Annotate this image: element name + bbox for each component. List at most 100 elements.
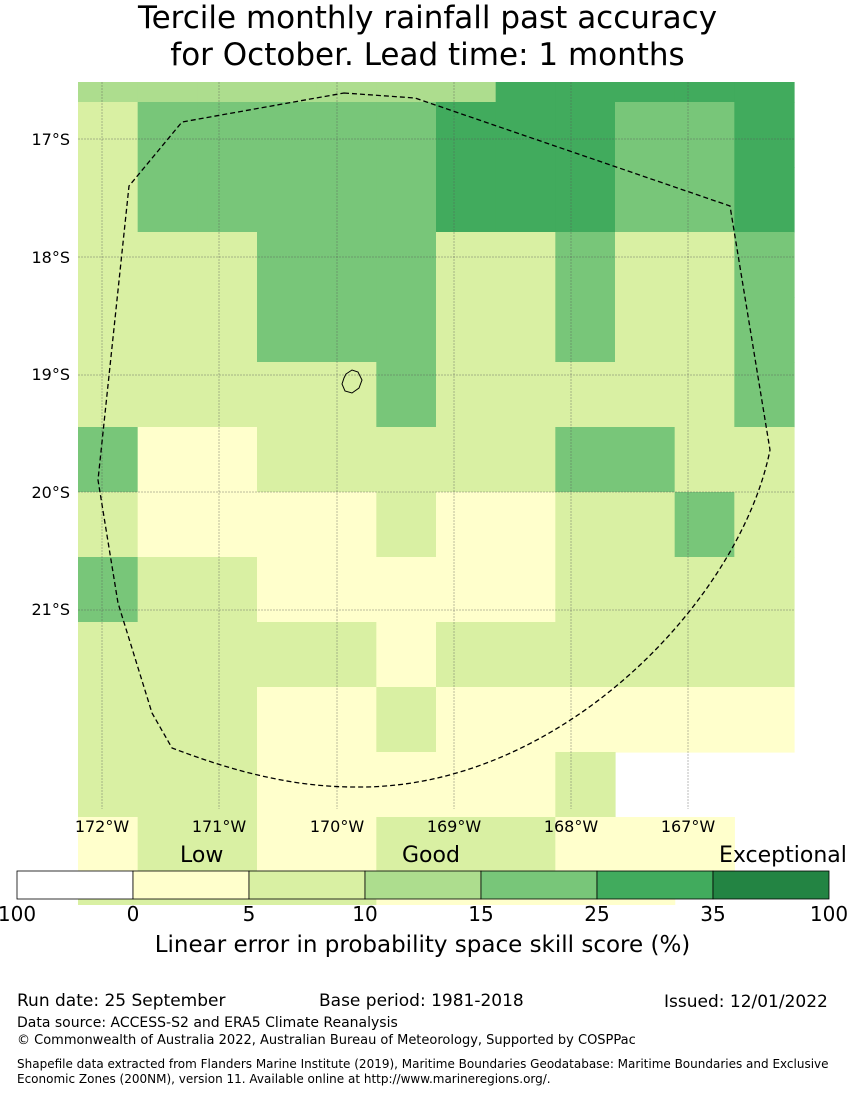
grid-cell bbox=[316, 82, 377, 103]
grid-cell bbox=[316, 362, 377, 428]
colorbar-box bbox=[712, 870, 830, 900]
grid-cell bbox=[674, 492, 735, 558]
grid-cell bbox=[495, 687, 556, 753]
grid-cell bbox=[78, 297, 139, 363]
copyright: © Commonwealth of Australia 2022, Austra… bbox=[17, 1033, 636, 1048]
colorbar-box bbox=[596, 870, 714, 900]
grid-cell bbox=[495, 82, 556, 103]
grid-cell bbox=[615, 427, 676, 493]
grid-cell bbox=[316, 232, 377, 298]
grid-cell bbox=[257, 82, 318, 103]
grid-cell bbox=[78, 687, 139, 753]
grid-cell bbox=[137, 167, 198, 233]
grid-cell bbox=[495, 297, 556, 363]
grid-cell bbox=[137, 622, 198, 688]
lat-label: 19°S bbox=[31, 365, 70, 384]
grid-cell bbox=[555, 82, 616, 103]
grid-cell bbox=[316, 297, 377, 363]
lat-label: 20°S bbox=[31, 483, 70, 502]
grid-cell bbox=[376, 232, 437, 298]
grid-cell bbox=[495, 752, 556, 818]
category-label-low: Low bbox=[180, 843, 224, 868]
skill-map: 17°S 18°S 19°S 20°S 21°S 172°W 171°W 170… bbox=[31, 82, 795, 905]
island-outline bbox=[341, 369, 363, 394]
grid-cell bbox=[257, 102, 318, 168]
colorbar-box bbox=[480, 870, 598, 900]
grid-cell bbox=[555, 557, 616, 623]
grid-cell bbox=[495, 102, 556, 168]
grid-cell bbox=[78, 167, 139, 233]
grid-cell bbox=[555, 297, 616, 363]
title-line-1: Tercile monthly rainfall past accuracy bbox=[137, 0, 718, 36]
lon-label: 167°W bbox=[661, 817, 716, 836]
issued-date: Issued: 12/01/2022 bbox=[664, 992, 828, 1012]
grid-cell bbox=[674, 297, 735, 363]
grid-cell bbox=[615, 557, 676, 623]
grid-cell bbox=[734, 82, 795, 103]
grid-cell bbox=[257, 362, 318, 428]
grid-cell bbox=[555, 492, 616, 558]
grid-cell bbox=[78, 102, 139, 168]
colorbar-tick: 15 bbox=[468, 902, 494, 926]
grid-cell bbox=[316, 427, 377, 493]
grid-cell bbox=[376, 557, 437, 623]
grid-cell bbox=[495, 492, 556, 558]
grid-cell bbox=[495, 557, 556, 623]
lat-label: 21°S bbox=[31, 600, 70, 619]
grid-cell bbox=[137, 362, 198, 428]
grid-cell bbox=[555, 102, 616, 168]
grid-cell bbox=[316, 557, 377, 623]
grid-cell bbox=[137, 557, 198, 623]
grid-cell bbox=[615, 167, 676, 233]
lat-label: 18°S bbox=[31, 248, 70, 267]
lat-label: 17°S bbox=[31, 130, 70, 149]
grid-cell bbox=[137, 427, 198, 493]
grid-cell bbox=[78, 622, 139, 688]
grid-cell bbox=[615, 362, 676, 428]
grid-cell bbox=[376, 362, 437, 428]
grid-cell bbox=[197, 82, 258, 103]
category-label-good: Good bbox=[402, 843, 460, 868]
map-title: Tercile monthly rainfall past accuracy f… bbox=[0, 0, 855, 74]
grid-cell bbox=[615, 102, 676, 168]
colorbar-tick: 25 bbox=[584, 902, 610, 926]
grid-cell bbox=[78, 752, 139, 818]
grid-cell bbox=[734, 232, 795, 298]
grid-cell bbox=[78, 232, 139, 298]
grid-cell bbox=[615, 297, 676, 363]
grid-cell bbox=[257, 622, 318, 688]
grid-cell bbox=[197, 492, 258, 558]
grid-cell bbox=[78, 82, 139, 103]
grid-cell bbox=[257, 427, 318, 493]
grid-cell bbox=[555, 362, 616, 428]
grid-cell bbox=[376, 297, 437, 363]
grid-cell bbox=[674, 167, 735, 233]
grid-cell bbox=[436, 687, 497, 753]
grid-cell bbox=[316, 622, 377, 688]
grid-cell bbox=[734, 687, 795, 753]
colorbar-tick: 0 bbox=[126, 902, 140, 926]
category-label-exceptional: Exceptional bbox=[719, 843, 847, 868]
grid-cell bbox=[257, 167, 318, 233]
grid-cell bbox=[495, 232, 556, 298]
grid-cell bbox=[436, 297, 497, 363]
grid-cell bbox=[78, 557, 139, 623]
grid-cell bbox=[376, 102, 437, 168]
base-period: Base period: 1981-2018 bbox=[319, 991, 524, 1011]
colorbar-tick: 100 bbox=[0, 902, 37, 926]
grid-cell bbox=[197, 622, 258, 688]
lon-label: 169°W bbox=[427, 817, 482, 836]
grid-cell bbox=[316, 687, 377, 753]
grid-cell bbox=[137, 102, 198, 168]
grid-cell bbox=[376, 687, 437, 753]
grid-cell bbox=[555, 167, 616, 233]
grid-cell bbox=[197, 752, 258, 818]
colorbar-boxes bbox=[16, 870, 830, 900]
colorbar-box bbox=[132, 870, 250, 900]
colorbar-tick: 5 bbox=[242, 902, 256, 926]
grid-cell bbox=[436, 427, 497, 493]
grid-cell bbox=[436, 557, 497, 623]
grid-cell bbox=[78, 362, 139, 428]
run-date: Run date: 25 September bbox=[17, 991, 226, 1011]
colorbar-box bbox=[248, 870, 366, 900]
